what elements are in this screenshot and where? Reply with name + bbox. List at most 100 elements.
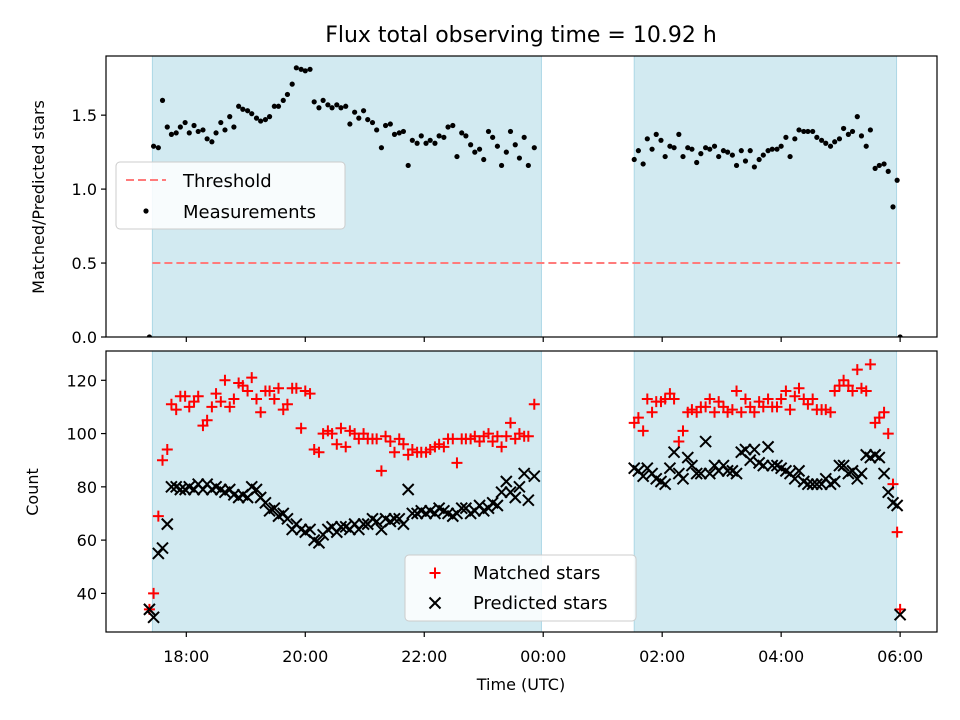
- matched-stars-point: [641, 393, 653, 405]
- matched-stars-point: [646, 406, 658, 418]
- matched-stars-point: [673, 436, 685, 448]
- matched-stars-point: [731, 385, 743, 397]
- plot-area: [143, 358, 907, 624]
- matched-stars-point: [478, 430, 490, 442]
- predicted-stars-point: [250, 483, 263, 496]
- measurement-point: [890, 204, 896, 210]
- predicted-stars-point: [500, 475, 513, 488]
- matched-stars-point: [855, 382, 867, 394]
- matched-stars-point: [762, 393, 774, 405]
- predicted-stars-point: [846, 464, 859, 478]
- matched-stars-point: [273, 382, 285, 394]
- measurement-point: [756, 156, 762, 163]
- matched-stars-point: [157, 454, 169, 466]
- measurement-point: [694, 159, 700, 166]
- matched-stars-point: [700, 401, 712, 413]
- predicted-stars-point: [681, 451, 694, 464]
- matched-stars-point: [882, 428, 894, 440]
- measurement-point: [671, 145, 677, 151]
- x-tick-label: 20:00: [282, 647, 328, 666]
- measurement-point: [751, 164, 757, 170]
- predicted-stars-point: [667, 446, 681, 459]
- predicted-stars-point: [855, 467, 868, 480]
- measurement-point: [191, 122, 197, 129]
- predicted-stars-point: [388, 512, 401, 526]
- matched-stars-point: [192, 390, 204, 402]
- predicted-stars-point: [165, 480, 178, 494]
- measurement-point: [640, 161, 646, 167]
- shaded-interval: [633, 350, 898, 633]
- measurement-point: [649, 146, 655, 152]
- legend-measurements-label: Measurements: [183, 202, 316, 223]
- chart-title: Flux total observing time = 10.92 h: [325, 23, 717, 48]
- measurement-point: [177, 124, 183, 130]
- measurement-point: [676, 131, 682, 137]
- measurement-point: [662, 153, 668, 160]
- measurement-point: [182, 119, 188, 126]
- measurement-point: [801, 128, 807, 135]
- predicted-stars-point: [401, 483, 415, 496]
- measurement-point: [320, 97, 326, 103]
- matched-stars-point: [148, 587, 160, 599]
- measurement-point: [631, 156, 637, 163]
- predicted-stars-point: [877, 467, 891, 480]
- matched-stars-point: [820, 404, 832, 416]
- matched-stars-point: [313, 446, 325, 458]
- measurement-point: [378, 145, 385, 151]
- measurement-point: [778, 143, 784, 149]
- matched-stars-point: [487, 436, 499, 448]
- matched-stars-point: [829, 385, 841, 397]
- predicted-stars-point: [303, 523, 317, 536]
- measurement-point: [195, 128, 201, 135]
- matched-stars-point: [371, 433, 383, 445]
- measurement-point: [858, 133, 865, 139]
- x-tick-label: 22:00: [401, 647, 447, 666]
- predicted-stars-point: [694, 467, 708, 480]
- measurement-point: [897, 334, 903, 337]
- measurement-point: [159, 97, 166, 103]
- matched-stars-point: [704, 393, 716, 405]
- predicted-stars-point: [757, 459, 770, 472]
- measurement-point: [240, 106, 246, 112]
- measurement-point: [231, 124, 237, 130]
- measurement-point: [445, 124, 451, 130]
- measurement-point: [742, 158, 749, 164]
- measurement-point: [343, 103, 349, 109]
- matched-stars-point: [375, 465, 387, 477]
- matched-stars-point: [380, 430, 392, 442]
- measurement-point: [774, 146, 780, 152]
- legend-measurements-swatch: [143, 208, 149, 214]
- measurement-point: [352, 109, 358, 115]
- measurement-point: [863, 143, 869, 149]
- predicted-stars-point: [357, 517, 370, 531]
- measurement-point: [374, 127, 380, 133]
- predicted-stars-point: [334, 520, 348, 533]
- measurement-point: [485, 128, 492, 135]
- measurement-point: [387, 121, 393, 127]
- measurement-point: [823, 140, 829, 146]
- matched-stars-point: [784, 404, 796, 416]
- measurement-point: [253, 115, 260, 121]
- measurement-point: [347, 121, 353, 127]
- measurement-point: [845, 131, 851, 137]
- y-tick-label: 60: [77, 531, 97, 550]
- predicted-stars-point: [161, 517, 174, 531]
- predicted-stars-point: [739, 443, 752, 456]
- predicted-stars-point: [522, 493, 535, 507]
- matched-stars-point: [308, 444, 320, 456]
- measurement-point: [481, 156, 487, 163]
- predicted-stars-point: [174, 483, 187, 496]
- matched-stars-point: [206, 401, 218, 413]
- measurement-point: [325, 102, 331, 108]
- matched-stars-point: [264, 385, 276, 397]
- matched-stars-point: [281, 398, 293, 410]
- measurement-point: [703, 145, 709, 151]
- measurement-point: [409, 137, 415, 143]
- measurement-point: [468, 142, 474, 148]
- measurement-point: [414, 140, 420, 146]
- measurement-point: [334, 102, 340, 108]
- measurement-point: [164, 124, 170, 130]
- matched-stars-point: [775, 393, 787, 405]
- predicted-stars-point: [806, 477, 819, 491]
